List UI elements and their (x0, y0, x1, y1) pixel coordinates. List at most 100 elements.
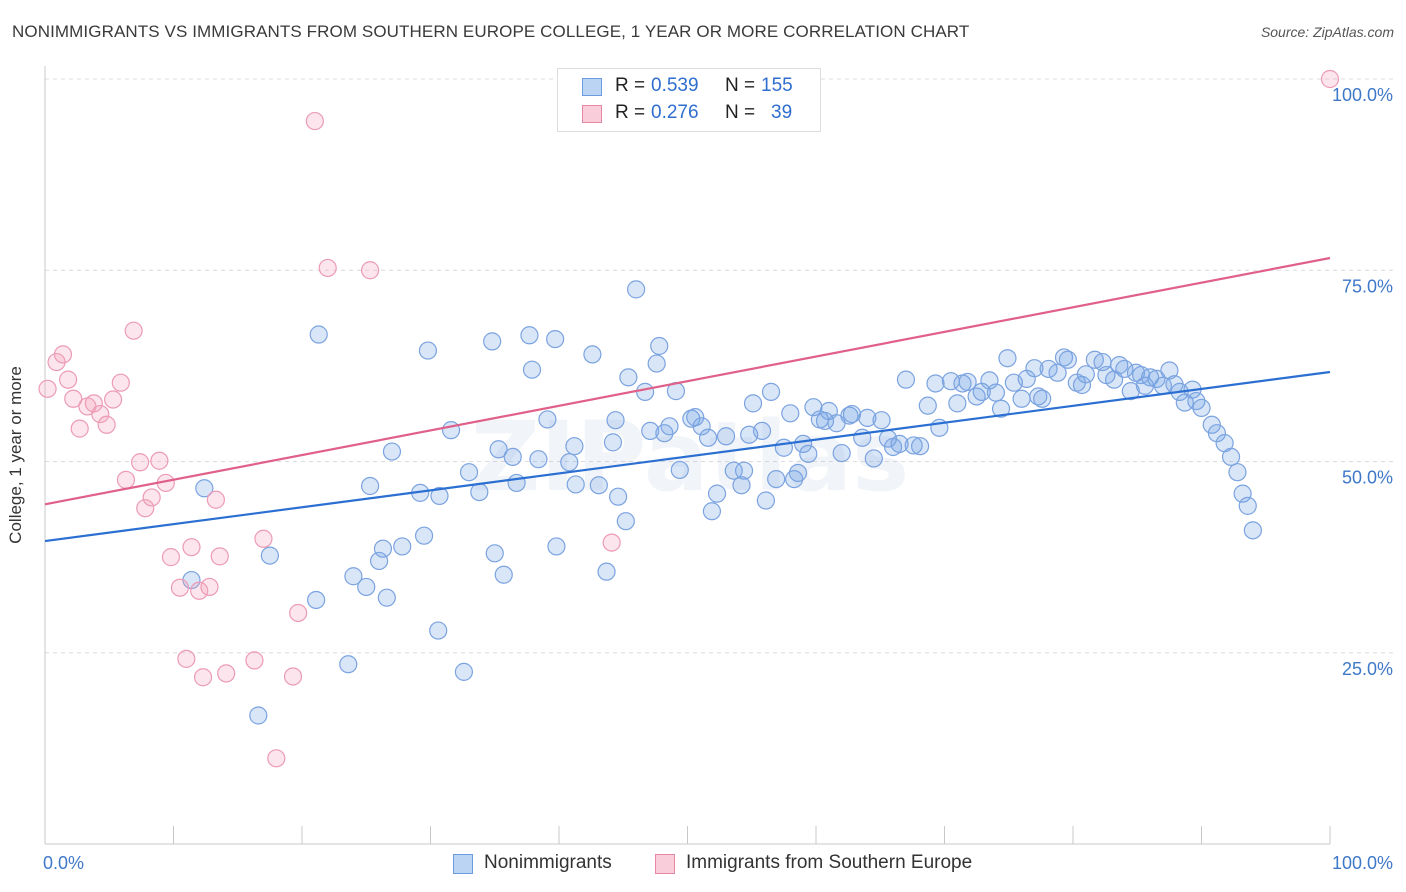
nonimmigrants-point (1160, 361, 1179, 380)
legend-r-label: R = (615, 75, 646, 96)
nonimmigrants-trendline (44, 370, 1331, 543)
nonimmigrants-point (958, 372, 977, 392)
nonimmigrants-point (641, 421, 660, 440)
immigrants-point (182, 538, 201, 557)
nonimmigrants-point (686, 408, 705, 427)
nonimmigrants-point (626, 280, 646, 299)
bottom-legend-swatch-blue (453, 854, 473, 874)
immigrants-point (318, 258, 337, 278)
immigrants-point (200, 577, 219, 597)
legend-n-value: 155 (761, 75, 793, 96)
nonimmigrants-point (309, 325, 328, 344)
nonimmigrants-point (864, 449, 883, 468)
bottom-legend-label: Immigrants from Southern Europe (686, 852, 973, 873)
nonimmigrants-point (616, 512, 635, 531)
nonimmigrants-point (635, 382, 655, 401)
legend-r-value: 0.539 (651, 75, 699, 96)
nonimmigrants-point (670, 460, 689, 480)
series-immigrants-points (38, 69, 1340, 768)
stats-legend: R = 0.539 N = 155 R = 0.276 N = 39 (557, 68, 821, 132)
immigrants-point (136, 499, 155, 518)
nonimmigrants-point (382, 442, 402, 461)
y-tick-label: 25.0% (1342, 659, 1393, 679)
nonimmigrants-point (1072, 375, 1092, 395)
immigrants-point (193, 668, 213, 687)
nonimmigrants-point (904, 436, 923, 455)
nonimmigrants-point (597, 562, 616, 581)
immigrants-point (111, 373, 130, 392)
immigrants-point (190, 581, 209, 600)
immigrants-point (217, 664, 236, 683)
nonimmigrants-point (1238, 496, 1257, 515)
legend-n-label: N = (725, 102, 756, 123)
nonimmigrants-point (761, 382, 781, 401)
immigrants-point (130, 453, 150, 472)
nonimmigrants-point (650, 336, 669, 356)
nonimmigrants-point (1121, 382, 1140, 401)
nonimmigrants-point (454, 662, 474, 681)
nonimmigrants-point (377, 588, 396, 607)
nonimmigrants-point (781, 404, 800, 423)
immigrants-point (267, 749, 286, 768)
gridlines (45, 78, 1395, 654)
series-nonimmigrants-points (182, 280, 1263, 725)
nonimmigrants-point (1115, 359, 1134, 379)
immigrants-point (142, 488, 161, 507)
nonimmigrants-point (1058, 350, 1077, 369)
nonimmigrants-point (470, 483, 489, 502)
nonimmigrants-point (1140, 368, 1160, 387)
nonimmigrants-point (566, 475, 585, 494)
nonimmigrants-point (743, 394, 763, 413)
nonimmigrants-point (507, 473, 526, 493)
nonimmigrants-point (307, 590, 326, 610)
nonimmigrants-point (734, 461, 754, 480)
nonimmigrants-point (788, 463, 808, 483)
immigrants-point (53, 345, 73, 364)
immigrants-point (64, 389, 83, 408)
nonimmigrants-point (619, 368, 638, 387)
immigrants-point (305, 111, 324, 131)
nonimmigrants-point (858, 408, 877, 427)
legend-n-value: 39 (771, 102, 793, 123)
nonimmigrants-point (503, 447, 522, 467)
nonimmigrants-point (429, 621, 448, 640)
immigrants-point (91, 404, 110, 424)
nonimmigrants-point (483, 332, 502, 351)
nonimmigrants-point (1048, 363, 1067, 382)
nonimmigrants-point (441, 421, 461, 440)
nonimmigrants-point (522, 360, 542, 379)
nonimmigrants-point (660, 417, 679, 436)
nonimmigrants-point (752, 421, 772, 440)
immigrants-point (289, 603, 308, 623)
immigrants-point (283, 667, 303, 686)
nonimmigrants-point (361, 476, 380, 496)
nonimmigrants-point (698, 428, 718, 447)
immigrants-point (84, 394, 103, 413)
nonimmigrants-point (1228, 463, 1247, 482)
nonimmigrants-point (896, 370, 916, 389)
nonimmigrants-point (609, 487, 628, 506)
nonimmigrants-point (1207, 424, 1227, 443)
immigrants-point (97, 415, 116, 434)
nonimmigrants-point (832, 443, 851, 463)
nonimmigrants-point (998, 349, 1017, 368)
immigrants-point (170, 578, 190, 597)
nonimmigrants-point (986, 383, 1006, 402)
nonimmigrants-point (565, 437, 584, 456)
immigrants-point (161, 548, 181, 567)
nonimmigrants-point (393, 537, 412, 556)
legend-swatch-pink (582, 105, 602, 123)
nonimmigrants-point (606, 411, 625, 430)
immigrants-point (59, 370, 78, 389)
nonimmigrants-point (716, 427, 736, 446)
nonimmigrants-point (799, 444, 818, 463)
nonimmigrants-point (414, 526, 434, 545)
legend-r-value: 0.276 (651, 102, 699, 123)
nonimmigrants-point (430, 486, 449, 506)
nonimmigrants-point (991, 399, 1011, 418)
nonimmigrants-point (1243, 521, 1263, 540)
nonimmigrants-point (692, 417, 711, 436)
y-tick-label: 100.0% (1332, 85, 1393, 105)
nonimmigrants-point (373, 539, 393, 558)
